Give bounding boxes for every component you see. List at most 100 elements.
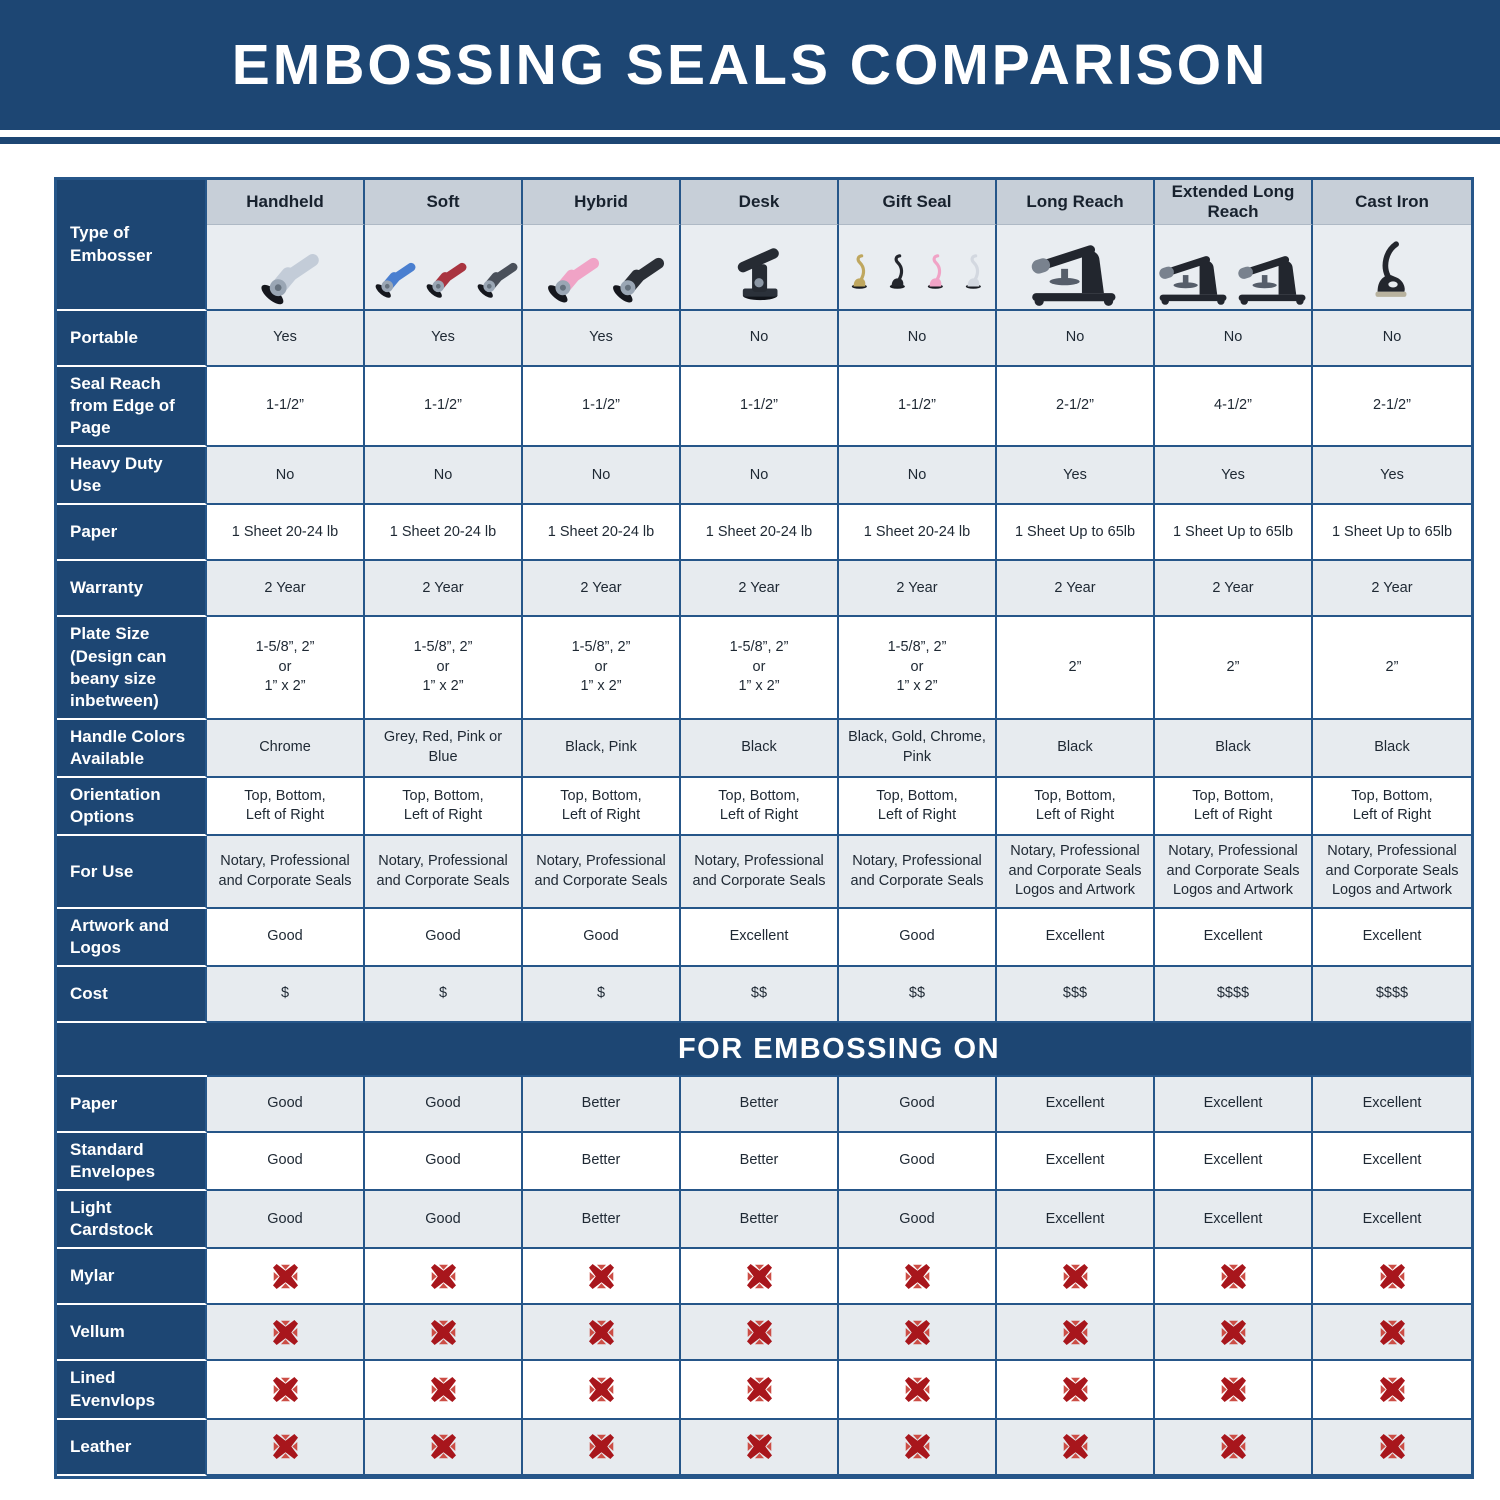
table-cell — [1155, 1419, 1313, 1476]
table-cell: 1-5/8”, 2” or 1” x 2” — [523, 617, 681, 720]
not-suitable-x-icon — [588, 1377, 614, 1403]
table-cell — [365, 1249, 523, 1306]
not-suitable-x-icon — [746, 1377, 772, 1403]
table-cell: 1 Sheet 20-24 lb — [839, 505, 997, 562]
table-cell — [1155, 1361, 1313, 1420]
not-suitable-x-icon — [1220, 1377, 1246, 1403]
table-cell: Good — [207, 1133, 365, 1192]
table-row: Orientation Options Top, Bottom, Left of… — [57, 778, 1471, 837]
table-cell: Top, Bottom, Left of Right — [523, 778, 681, 837]
table-cell: Excellent — [1313, 1133, 1471, 1192]
table-cell — [839, 1249, 997, 1306]
table-cell: Yes — [1155, 447, 1313, 506]
row-label-mylar: Mylar — [57, 1249, 207, 1306]
table-cell: 2 Year — [365, 561, 523, 618]
page-title: EMBOSSING SEALS COMPARISON — [231, 33, 1269, 97]
gift-seal-embosser-icon — [839, 227, 995, 307]
table-cell — [681, 1419, 839, 1476]
not-suitable-x-icon — [588, 1319, 614, 1345]
table-cell: Black — [997, 719, 1155, 779]
table-row: Handle Colors Available Chrome Grey, Red… — [57, 719, 1471, 779]
table-cell: 4-1/2” — [1155, 367, 1313, 448]
table-cell: 2-1/2” — [997, 367, 1155, 448]
table-row: Paper 1 Sheet 20-24 lb 1 Sheet 20-24 lb … — [57, 505, 1471, 562]
table-cell: Good — [523, 908, 681, 968]
table-cell — [681, 225, 839, 311]
table-cell: Excellent — [1155, 1077, 1313, 1134]
table-cell: Top, Bottom, Left of Right — [997, 778, 1155, 837]
table-cell: Black — [681, 719, 839, 779]
table-cell: Better — [523, 1133, 681, 1192]
table-cell — [365, 1361, 523, 1420]
table-cell — [681, 1249, 839, 1306]
row-label-artwork-and-logos: Artwork and Logos — [57, 908, 207, 968]
table-cell: 1-5/8”, 2” or 1” x 2” — [681, 617, 839, 720]
table-row: For Use Notary, Professional and Corpora… — [57, 836, 1471, 909]
handheld-embosser-icon — [207, 227, 363, 307]
table-cell: Good — [839, 1191, 997, 1250]
table-cell: Yes — [1313, 447, 1471, 506]
table-cell: No — [207, 447, 365, 506]
table-cell: Good — [365, 1191, 523, 1250]
cast-iron-embosser-icon — [1313, 227, 1471, 307]
comparison-table: Type of Embosser Handheld Soft Hybrid De… — [54, 177, 1474, 1479]
table-cell: Excellent — [1155, 1191, 1313, 1250]
not-suitable-x-icon — [588, 1434, 614, 1460]
not-suitable-x-icon — [1220, 1319, 1246, 1345]
table-cell: Excellent — [997, 908, 1155, 968]
top-banner: EMBOSSING SEALS COMPARISON — [0, 0, 1500, 130]
table-cell: 2 Year — [1313, 561, 1471, 618]
table-cell: $$ — [681, 967, 839, 1024]
not-suitable-x-icon — [430, 1263, 456, 1289]
not-suitable-x-icon — [430, 1319, 456, 1345]
table-cell: Excellent — [997, 1191, 1155, 1250]
section-title: FOR EMBOSSING ON — [207, 1023, 1471, 1078]
not-suitable-x-icon — [746, 1263, 772, 1289]
table-cell — [1313, 1419, 1471, 1476]
not-suitable-x-icon — [1062, 1319, 1088, 1345]
row-label-embossing-paper: Paper — [57, 1077, 207, 1134]
not-suitable-x-icon — [272, 1319, 298, 1345]
table-cell: Yes — [365, 311, 523, 367]
not-suitable-x-icon — [904, 1377, 930, 1403]
table-cell: No — [839, 447, 997, 506]
table-cell: No — [1313, 311, 1471, 367]
table-cell — [523, 225, 681, 311]
table-cell: 1-5/8”, 2” or 1” x 2” — [207, 617, 365, 720]
soft-embosser-icon — [365, 227, 521, 307]
table-row: Plate Size (Design can beany size inbetw… — [57, 617, 1471, 720]
table-cell: $ — [207, 967, 365, 1024]
table-cell: Yes — [207, 311, 365, 367]
table-cell: 1-1/2” — [681, 367, 839, 448]
row-label-warranty: Warranty — [57, 561, 207, 618]
table-cell — [207, 1249, 365, 1306]
table-cell: Black — [1155, 719, 1313, 779]
row-label-cost: Cost — [57, 967, 207, 1024]
table-cell: 1 Sheet Up to 65lb — [1313, 505, 1471, 562]
row-label-light-cardstock: Light Cardstock — [57, 1191, 207, 1250]
table-cell: 2 Year — [997, 561, 1155, 618]
table-cell: Better — [681, 1191, 839, 1250]
table-cell: $ — [523, 967, 681, 1024]
row-label-orientation-options: Orientation Options — [57, 778, 207, 837]
row-label-leather: Leather — [57, 1419, 207, 1476]
not-suitable-x-icon — [1062, 1263, 1088, 1289]
table-cell: 2 Year — [207, 561, 365, 618]
table-cell: Excellent — [997, 1077, 1155, 1134]
table-cell: Top, Bottom, Left of Right — [207, 778, 365, 837]
table-row: Leather — [57, 1419, 1471, 1476]
embosser-image-row — [57, 225, 1471, 311]
table-cell: Better — [681, 1133, 839, 1192]
table-cell: Chrome — [207, 719, 365, 779]
table-cell: Good — [365, 1077, 523, 1134]
table-row: Heavy Duty Use No No No No No Yes Yes Ye… — [57, 447, 1471, 506]
table-cell — [681, 1361, 839, 1420]
column-header-desk: Desk — [681, 180, 839, 225]
table-cell — [523, 1361, 681, 1420]
table-cell: Excellent — [1155, 1133, 1313, 1192]
table-cell: 1-1/2” — [207, 367, 365, 448]
table-cell: No — [839, 311, 997, 367]
table-row: Artwork and Logos Good Good Good Excelle… — [57, 908, 1471, 968]
table-cell: $$$ — [997, 967, 1155, 1024]
desk-embosser-icon — [681, 227, 837, 307]
